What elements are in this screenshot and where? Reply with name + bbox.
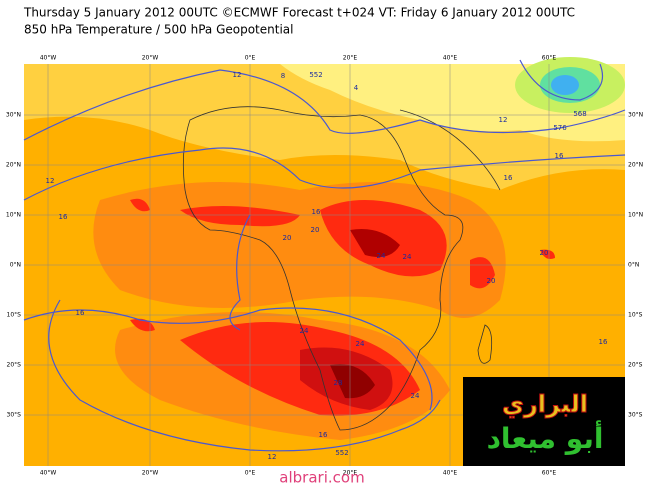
contour-label: 16 bbox=[319, 431, 328, 439]
contour-label: 568 bbox=[573, 110, 586, 118]
lat-label-right: 20°N bbox=[628, 162, 643, 169]
lon-label-bottom: 0°E bbox=[245, 470, 256, 477]
lat-label-left: 0°N bbox=[10, 262, 21, 269]
lat-label-left: 10°N bbox=[6, 212, 21, 219]
lon-label-top: 40°E bbox=[443, 55, 458, 62]
lon-label-top: 20°E bbox=[343, 55, 358, 62]
lat-label-left: 20°S bbox=[7, 362, 22, 369]
lat-label-right: 10°N bbox=[628, 212, 643, 219]
contour-label: 12 bbox=[268, 453, 277, 461]
contour-label: 12 bbox=[499, 116, 508, 124]
contour-label: 16 bbox=[504, 174, 513, 182]
contour-label: 20 bbox=[487, 277, 496, 285]
contour-label: 24 bbox=[356, 340, 365, 348]
lat-label-right: 20°S bbox=[628, 362, 643, 369]
contour-label: 12 bbox=[46, 177, 55, 185]
lon-label-bottom: 20°W bbox=[142, 470, 159, 477]
contour-label: 16 bbox=[555, 152, 564, 160]
watermark-site: albrari.com bbox=[279, 469, 364, 486]
contour-label: 24 bbox=[300, 327, 309, 335]
watermark-line1: البراري bbox=[502, 390, 588, 418]
contour-label: 552 bbox=[309, 71, 322, 79]
lon-label-top: 20°W bbox=[142, 55, 159, 62]
contour-label: 24 bbox=[403, 253, 412, 261]
contour-label: 8 bbox=[281, 72, 285, 80]
contour-label: 20 bbox=[540, 249, 549, 257]
contour-label: 16 bbox=[312, 208, 321, 216]
lon-label-top: 40°W bbox=[40, 55, 57, 62]
contour-label: 4 bbox=[354, 84, 359, 92]
lon-label-bottom: 20°E bbox=[343, 470, 358, 477]
contour-label: 24 bbox=[377, 252, 386, 260]
lon-label-top: 60°E bbox=[542, 55, 557, 62]
lon-label-top: 0°E bbox=[245, 55, 256, 62]
lat-label-left: 30°S bbox=[7, 412, 22, 419]
lat-label-left: 20°N bbox=[6, 162, 21, 169]
contour-label: 552 bbox=[335, 449, 348, 457]
lat-label-left: 30°N bbox=[6, 112, 21, 119]
contour-label: 28 bbox=[334, 379, 343, 387]
map-subtitle: 850 hPa Temperature / 500 hPa Geopotenti… bbox=[24, 23, 293, 37]
lon-label-bottom: 60°E bbox=[542, 470, 557, 477]
watermark-box bbox=[463, 377, 625, 466]
contour-label: 24 bbox=[411, 392, 420, 400]
lat-label-right: 30°S bbox=[628, 412, 643, 419]
contour-label: 12 bbox=[233, 71, 242, 79]
watermark-line2: أبو ميعاد bbox=[487, 420, 604, 455]
lon-label-bottom: 40°W bbox=[40, 470, 57, 477]
lat-label-right: 30°N bbox=[628, 112, 643, 119]
contour-label: 20 bbox=[311, 226, 320, 234]
contour-label: 16 bbox=[599, 338, 608, 346]
contour-label: 16 bbox=[59, 213, 68, 221]
map-area bbox=[23, 57, 626, 466]
contour-label: 20 bbox=[283, 234, 292, 242]
map-title: Thursday 5 January 2012 00UTC ©ECMWF For… bbox=[23, 6, 575, 20]
contour-label: 576 bbox=[553, 124, 567, 132]
contour-label: 16 bbox=[76, 309, 85, 317]
lat-label-right: 10°S bbox=[628, 312, 643, 319]
lat-label-right: 0°N bbox=[628, 262, 639, 269]
lon-label-bottom: 40°E bbox=[443, 470, 458, 477]
lat-label-left: 10°S bbox=[7, 312, 22, 319]
